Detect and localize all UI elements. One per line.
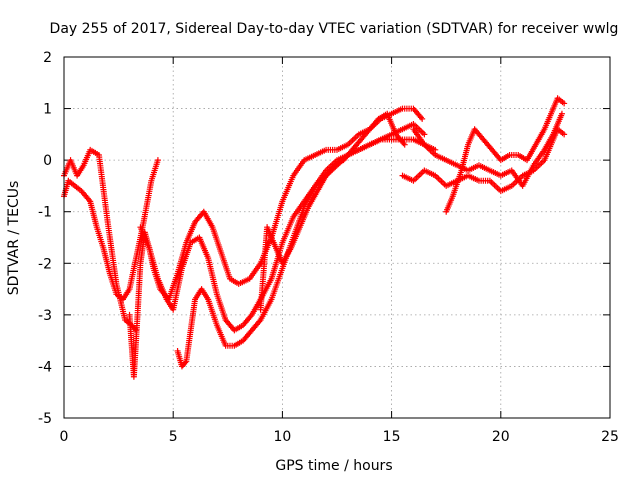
y-axis-label: SDTVAR / TECUs (6, 181, 22, 296)
x-tick-label: 5 (169, 429, 178, 445)
y-tick-label: -5 (38, 411, 52, 427)
y-tick-label: 1 (43, 102, 52, 118)
x-tick-label: 20 (492, 429, 510, 445)
y-tick-label: -4 (38, 359, 52, 375)
y-tick-label: 2 (43, 50, 52, 66)
y-tick-label: 0 (43, 153, 52, 169)
x-tick-label: 10 (273, 429, 291, 445)
data-point (421, 131, 428, 138)
data-point (432, 146, 439, 153)
x-tick-label: 15 (383, 429, 401, 445)
x-axis-label: GPS time / hours (275, 458, 392, 474)
y-tick-label: -2 (38, 256, 52, 272)
chart-title: Day 255 of 2017, Sidereal Day-to-day VTE… (50, 21, 619, 37)
data-point (401, 141, 408, 148)
x-tick-label: 0 (60, 429, 69, 445)
data-points (61, 95, 568, 380)
data-point (561, 131, 568, 138)
data-point (154, 157, 161, 164)
y-tick-label: -1 (38, 205, 52, 221)
x-tick-label: 25 (601, 429, 619, 445)
y-tick-label: -3 (38, 308, 52, 324)
data-point (419, 115, 426, 122)
data-point (182, 359, 189, 366)
data-point (558, 110, 565, 117)
plot-frame (63, 56, 611, 419)
data-point (561, 100, 568, 107)
